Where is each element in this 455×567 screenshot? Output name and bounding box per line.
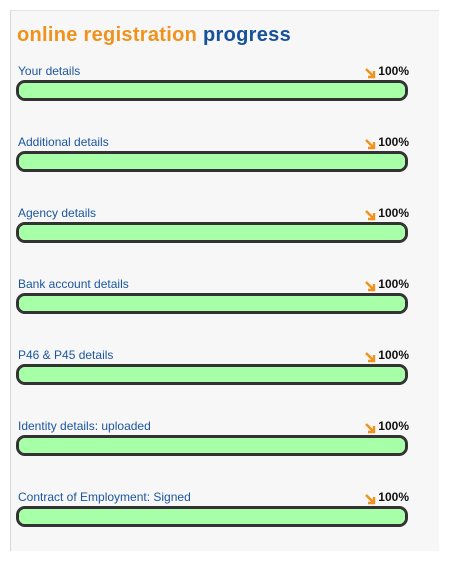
status-icon (365, 279, 376, 297)
arrow-icon (365, 423, 376, 434)
item-percent: 100% (378, 135, 409, 149)
arrow-icon (365, 68, 376, 79)
arrow-icon (365, 210, 376, 221)
item-label: Your details (18, 64, 81, 78)
progress-bar (16, 506, 408, 527)
title-part: online registration (17, 24, 198, 46)
arrow-icon (365, 352, 376, 363)
progress-bar (16, 293, 408, 314)
progress-bar (16, 435, 408, 456)
progress-bar (16, 364, 408, 385)
progress-item: Contract of Employment: Signed 100% (11, 490, 439, 561)
progress-item: Bank account details 100% (11, 277, 439, 348)
progress-item: Additional details 100% (11, 135, 439, 206)
progress-fill (19, 154, 405, 169)
item-label: Contract of Employment: Signed (18, 490, 191, 504)
status-icon (365, 137, 376, 155)
item-percent: 100% (378, 277, 409, 291)
progress-item: P46 & P45 details 100% (11, 348, 439, 419)
progress-fill (19, 509, 405, 524)
item-percent: 100% (378, 348, 409, 362)
progress-fill (19, 296, 405, 311)
status-icon (365, 421, 376, 439)
item-percent: 100% (378, 490, 409, 504)
title: online registration progress (17, 24, 291, 47)
progress-bar (16, 80, 408, 101)
arrow-icon (365, 281, 376, 292)
item-percent: 100% (378, 64, 409, 78)
progress-fill (19, 83, 405, 98)
progress-fill (19, 225, 405, 240)
status-icon (365, 66, 376, 84)
title-part: progress (203, 24, 292, 46)
item-label: Bank account details (18, 277, 129, 291)
arrow-icon (365, 494, 376, 505)
item-percent: 100% (378, 206, 409, 220)
progress-bar (16, 151, 408, 172)
progress-panel: online registration progress Your detail… (10, 10, 439, 551)
arrow-icon (365, 139, 376, 150)
progress-item: Agency details 100% (11, 206, 439, 277)
status-icon (365, 350, 376, 368)
item-label: Agency details (18, 206, 97, 220)
item-label: Additional details (18, 135, 109, 149)
progress-bar (16, 222, 408, 243)
item-label: P46 & P45 details (18, 348, 114, 362)
progress-item: Identity details: uploaded 100% (11, 419, 439, 490)
status-icon (365, 208, 376, 226)
status-icon (365, 492, 376, 510)
item-percent: 100% (378, 419, 409, 433)
progress-fill (19, 367, 405, 382)
progress-item: Your details 100% (11, 64, 439, 135)
item-label: Identity details: uploaded (18, 419, 151, 433)
progress-fill (19, 438, 405, 453)
